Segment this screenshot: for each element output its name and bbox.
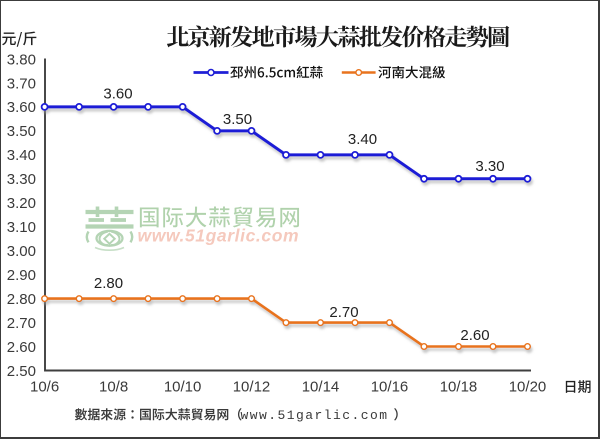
svg-text:3.70: 3.70 — [7, 75, 36, 92]
svg-text:2.90: 2.90 — [7, 267, 36, 284]
svg-text:2.70: 2.70 — [329, 304, 358, 321]
svg-text:10/10: 10/10 — [164, 379, 202, 396]
svg-text:2.80: 2.80 — [7, 291, 36, 308]
svg-text:2.50: 2.50 — [7, 363, 36, 380]
svg-text:2.70: 2.70 — [7, 315, 36, 332]
svg-text:10/8: 10/8 — [99, 379, 128, 396]
svg-text:3.30: 3.30 — [7, 171, 36, 188]
svg-text:10/18: 10/18 — [440, 379, 478, 396]
svg-text:10/14: 10/14 — [302, 379, 340, 396]
svg-text:3.00: 3.00 — [7, 243, 36, 260]
svg-text:2.60: 2.60 — [7, 339, 36, 356]
svg-text:10/6: 10/6 — [30, 379, 59, 396]
svg-text:3.10: 3.10 — [7, 219, 36, 236]
svg-text:10/12: 10/12 — [233, 379, 271, 396]
svg-text:www.51garlic.com: www.51garlic.com — [138, 225, 300, 245]
svg-text:3.40: 3.40 — [7, 147, 36, 164]
svg-text:3.60: 3.60 — [7, 99, 36, 116]
svg-text:10/20: 10/20 — [509, 379, 547, 396]
svg-text:2.60: 2.60 — [460, 327, 489, 344]
svg-text:www.51garlic.com: www.51garlic.com — [241, 408, 389, 423]
svg-text:3.60: 3.60 — [103, 86, 132, 103]
svg-text:10/16: 10/16 — [371, 379, 409, 396]
svg-text:3.50: 3.50 — [223, 111, 252, 128]
svg-text:2.80: 2.80 — [94, 275, 123, 292]
svg-text:3.30: 3.30 — [475, 158, 504, 175]
svg-text:3.40: 3.40 — [348, 131, 377, 148]
svg-text:3.80: 3.80 — [7, 51, 36, 68]
svg-text:3.50: 3.50 — [7, 123, 36, 140]
svg-text:3.20: 3.20 — [7, 195, 36, 212]
